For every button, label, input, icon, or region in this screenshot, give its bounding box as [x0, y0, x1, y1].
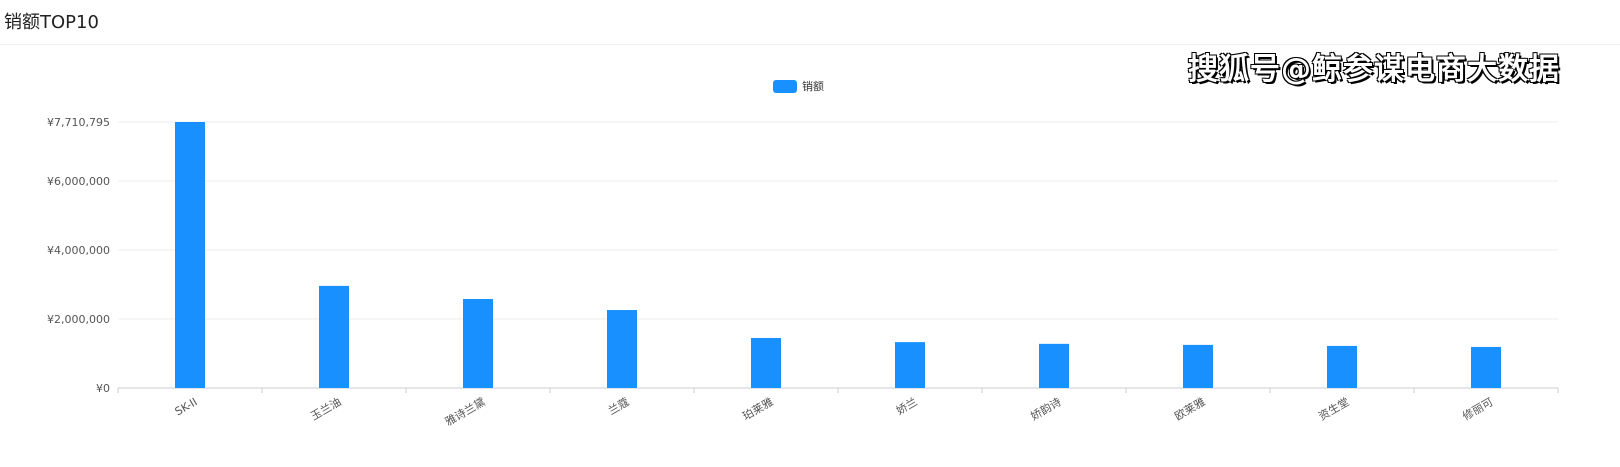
bar[interactable]: [463, 298, 493, 388]
bar[interactable]: [751, 337, 781, 388]
legend-label: 销额: [802, 80, 824, 93]
x-tick-label: SK-II: [173, 395, 200, 418]
bar[interactable]: [1039, 343, 1069, 388]
bar[interactable]: [319, 285, 349, 388]
legend-swatch: [773, 79, 797, 93]
y-tick-label: ¥6,000,000: [47, 175, 110, 188]
y-tick-label: ¥4,000,000: [47, 244, 110, 257]
x-tick-label: 兰蔻: [606, 395, 632, 417]
x-tick-label: 珀莱雅: [740, 394, 776, 423]
x-tick-label: 娇兰: [894, 395, 920, 417]
x-tick-label: 修丽可: [1460, 394, 1496, 423]
x-tick-label: 资生堂: [1316, 394, 1352, 423]
x-tick-label: 玉兰油: [308, 394, 344, 423]
y-tick-label: ¥0: [96, 382, 110, 395]
header-divider: [0, 44, 1620, 45]
legend-item[interactable]: 销额: [773, 78, 824, 94]
bar[interactable]: [1327, 345, 1357, 388]
x-tick-label: 欧莱雅: [1172, 394, 1208, 423]
page-title: 销额TOP10: [4, 12, 99, 33]
y-tick-label: ¥7,710,795: [47, 116, 110, 129]
bar[interactable]: [1471, 346, 1501, 388]
x-tick-label: 娇韵诗: [1028, 394, 1064, 423]
bar[interactable]: [895, 342, 925, 388]
x-tick-label: 雅诗兰黛: [442, 394, 487, 428]
bar[interactable]: [607, 310, 637, 388]
bar[interactable]: [1183, 344, 1213, 388]
bar[interactable]: [175, 122, 205, 388]
y-tick-label: ¥2,000,000: [47, 313, 110, 326]
watermark: 搜狐号@鲸参谋电商大数据: [1188, 52, 1560, 87]
